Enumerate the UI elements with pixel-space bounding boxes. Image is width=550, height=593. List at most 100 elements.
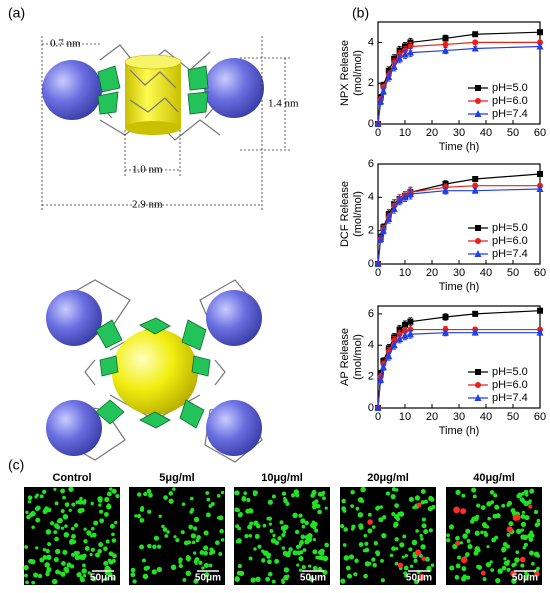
cell	[84, 546, 90, 551]
legend-label: pH=6.0	[492, 379, 528, 391]
cell	[238, 512, 243, 517]
cell	[342, 543, 347, 547]
cell	[409, 564, 414, 568]
cell	[90, 526, 95, 531]
cell	[466, 575, 471, 580]
x-tick-label: 40	[480, 411, 492, 423]
molecule-top-view	[46, 279, 263, 463]
cell	[235, 540, 239, 544]
cell	[314, 528, 319, 533]
cell	[104, 576, 108, 581]
cell	[204, 572, 210, 578]
marker	[472, 310, 479, 317]
cell	[394, 503, 399, 508]
cell	[61, 561, 66, 566]
cell	[527, 500, 532, 505]
cell	[30, 510, 36, 517]
x-tick-label: 50	[507, 267, 519, 279]
cell	[75, 500, 80, 505]
dead-cell	[512, 514, 519, 521]
cell	[24, 545, 29, 549]
cell	[82, 553, 87, 559]
cell	[497, 568, 503, 574]
cell	[391, 512, 396, 517]
marker	[396, 326, 403, 333]
cell	[93, 520, 99, 526]
cell	[137, 513, 142, 519]
cell	[198, 560, 203, 565]
cell	[220, 538, 225, 542]
cell	[367, 528, 373, 534]
cell	[501, 549, 505, 553]
cell	[146, 488, 152, 494]
cell	[516, 528, 522, 535]
cell	[132, 579, 137, 584]
cell	[250, 577, 256, 583]
cell	[190, 533, 197, 539]
cell	[203, 545, 209, 551]
cell	[480, 530, 484, 535]
x-tick-label: 10	[399, 411, 411, 423]
cell	[420, 544, 426, 550]
cell	[485, 561, 492, 568]
cell	[521, 510, 525, 514]
legend-marker	[475, 382, 481, 388]
cell	[391, 546, 396, 551]
y-tick-label: 4	[368, 191, 374, 203]
cell	[472, 494, 477, 499]
cell	[324, 506, 328, 510]
cell	[459, 541, 464, 545]
legend-marker	[475, 369, 481, 375]
x-tick-label: 60	[534, 411, 546, 423]
cell	[357, 512, 364, 518]
cell	[147, 509, 152, 514]
cell	[290, 493, 296, 498]
cell	[471, 516, 476, 521]
cell	[394, 488, 399, 492]
cell	[487, 516, 491, 521]
cell	[99, 509, 104, 514]
cell	[536, 518, 541, 523]
cell	[46, 554, 52, 561]
cell	[494, 504, 500, 510]
cell	[272, 533, 276, 538]
cell	[111, 532, 115, 537]
cell	[395, 547, 399, 551]
cell	[136, 492, 142, 497]
marker	[377, 235, 385, 242]
cell	[237, 563, 242, 569]
micrograph: 5μg/ml 50μm	[129, 472, 225, 585]
cell	[423, 529, 429, 535]
cell	[292, 550, 298, 556]
cell	[35, 517, 41, 523]
marker	[406, 330, 414, 338]
cell	[317, 555, 323, 561]
marker	[385, 73, 393, 81]
cell	[28, 559, 33, 564]
cell	[348, 554, 355, 560]
cell	[525, 493, 529, 497]
cell	[420, 537, 424, 541]
cell	[274, 558, 280, 564]
cell	[46, 507, 52, 513]
cell	[404, 574, 408, 578]
cell	[243, 491, 248, 496]
cell	[515, 550, 520, 555]
dead-cell	[519, 556, 526, 563]
cell	[364, 541, 369, 546]
cell	[105, 539, 110, 544]
cell	[218, 552, 223, 556]
legend-marker	[474, 394, 482, 401]
cell	[288, 547, 293, 552]
cell	[355, 506, 360, 511]
cell	[403, 565, 409, 571]
cell	[206, 497, 211, 502]
cell	[520, 521, 527, 528]
y-tick-label: 4	[368, 339, 374, 351]
cell	[44, 562, 50, 568]
cell	[53, 487, 57, 491]
marker	[390, 205, 398, 212]
cell	[70, 526, 75, 531]
x-axis-label: Time (h)	[439, 141, 480, 153]
